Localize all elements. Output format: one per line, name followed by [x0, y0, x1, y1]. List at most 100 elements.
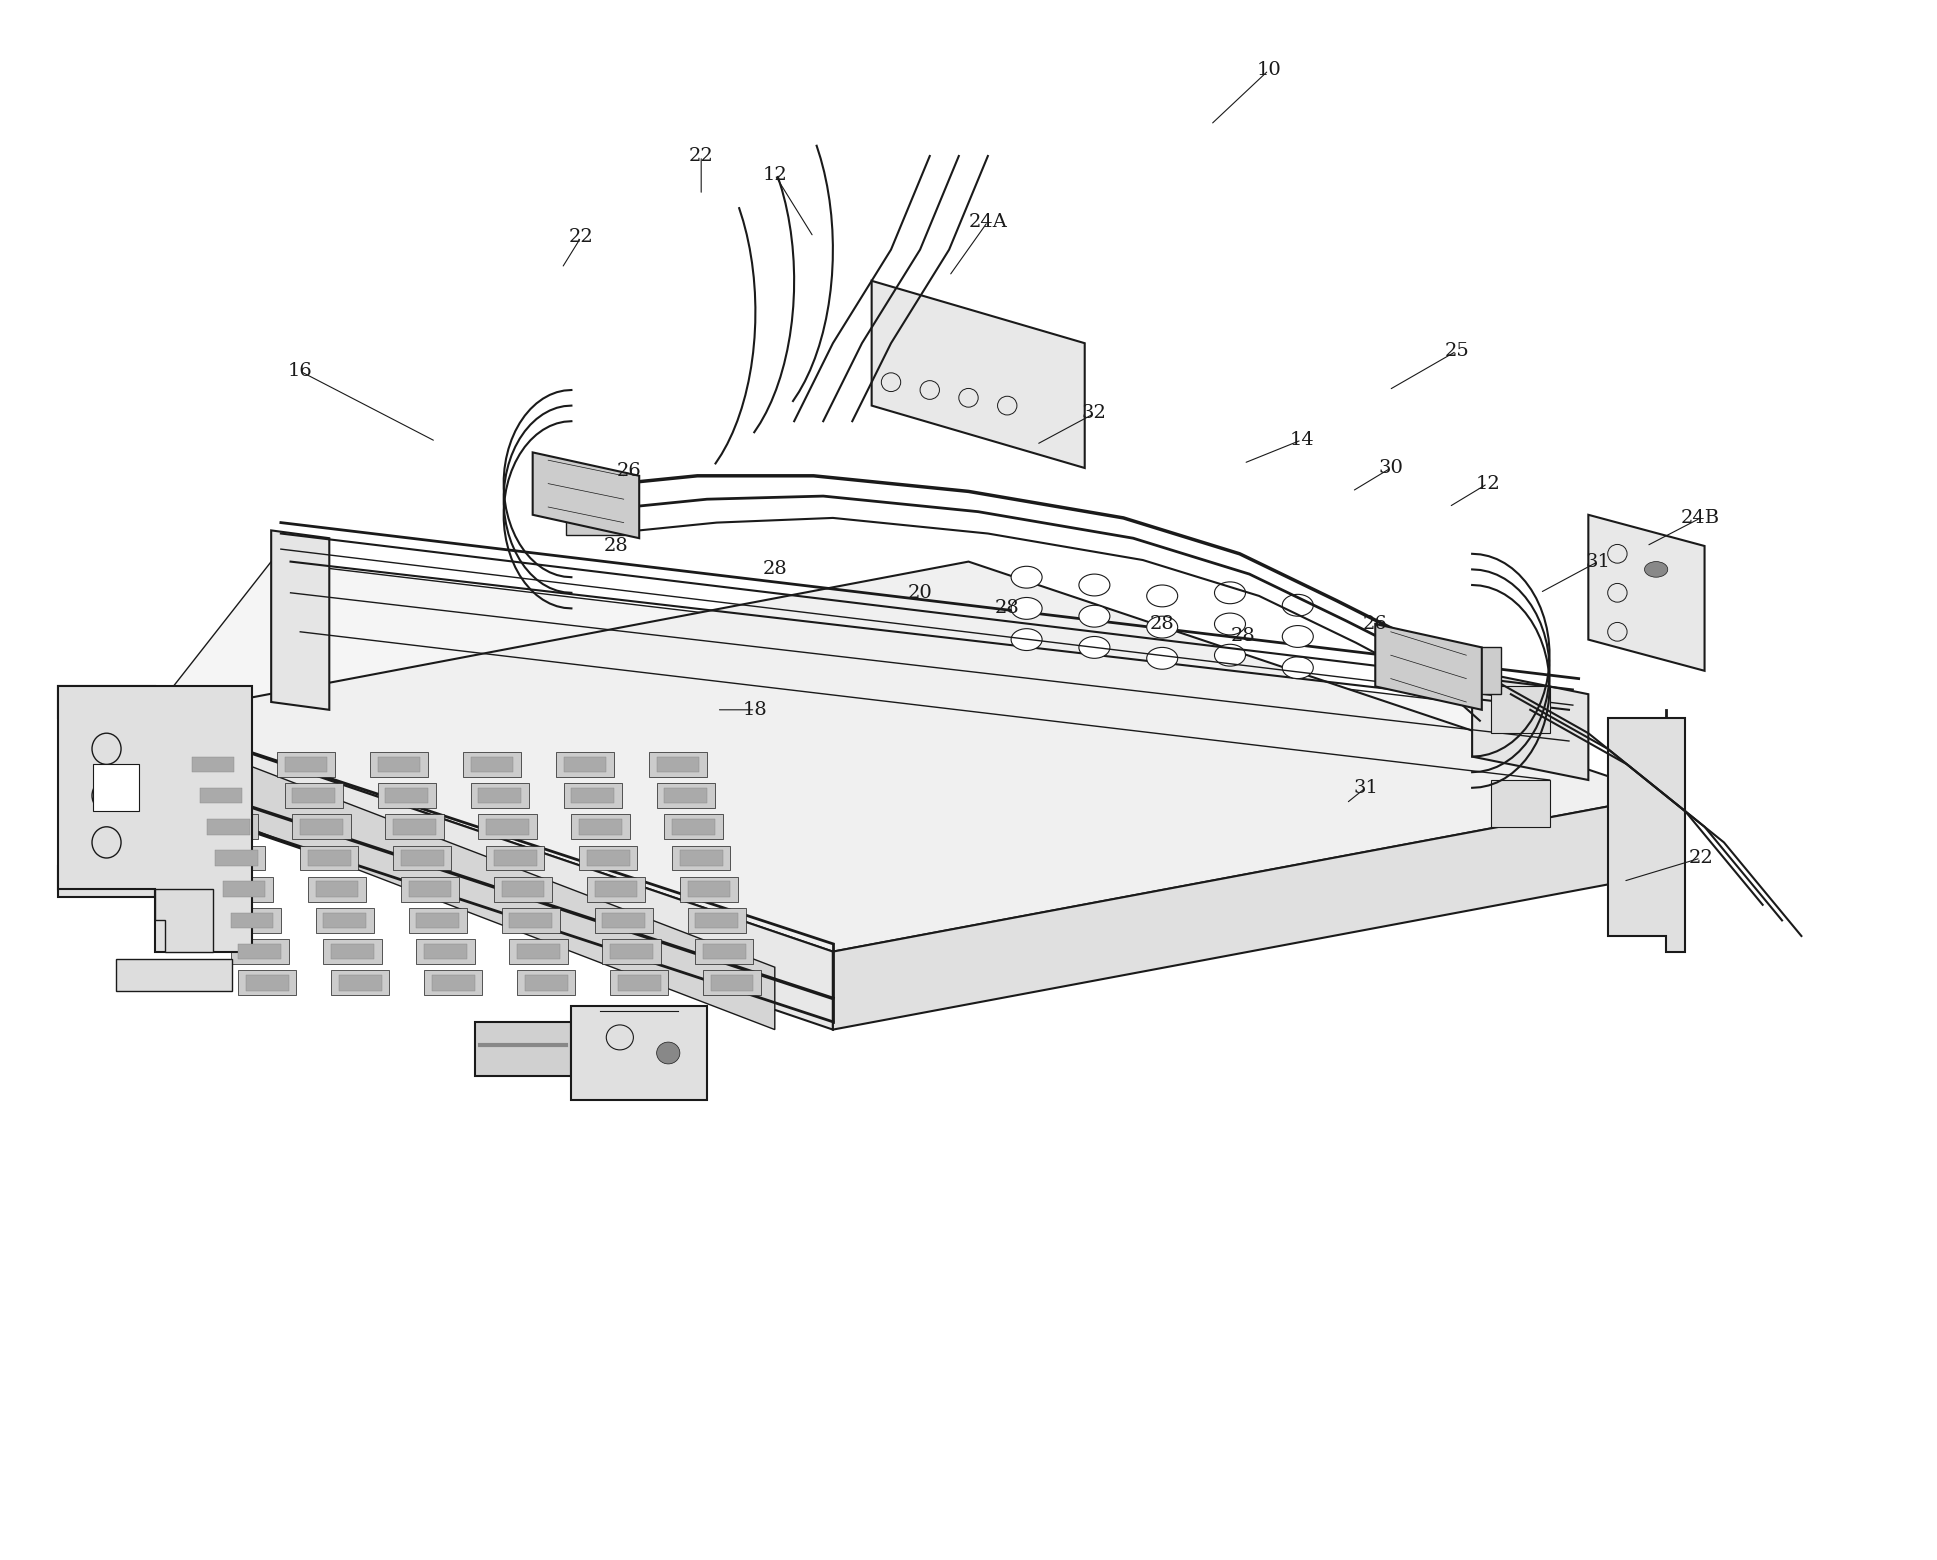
Polygon shape — [602, 939, 661, 964]
Polygon shape — [595, 908, 653, 933]
Polygon shape — [323, 913, 366, 928]
Polygon shape — [145, 718, 833, 1030]
Ellipse shape — [1214, 582, 1245, 604]
Polygon shape — [308, 850, 351, 866]
Polygon shape — [207, 846, 265, 870]
Text: 22: 22 — [1689, 849, 1712, 867]
Polygon shape — [672, 846, 730, 870]
Polygon shape — [416, 913, 459, 928]
Polygon shape — [1472, 671, 1588, 780]
Polygon shape — [323, 939, 382, 964]
Polygon shape — [385, 814, 444, 839]
Ellipse shape — [1282, 594, 1313, 616]
Text: 30: 30 — [1379, 459, 1402, 477]
Polygon shape — [571, 788, 614, 803]
Polygon shape — [688, 908, 746, 933]
Polygon shape — [331, 970, 389, 995]
Polygon shape — [1491, 686, 1550, 733]
Text: 31: 31 — [1354, 778, 1377, 797]
Polygon shape — [165, 733, 775, 1030]
Text: 26: 26 — [618, 462, 641, 480]
Ellipse shape — [1011, 597, 1042, 619]
Polygon shape — [215, 850, 258, 866]
Text: 26: 26 — [1364, 615, 1387, 633]
Polygon shape — [200, 814, 258, 839]
Text: 18: 18 — [744, 700, 767, 719]
Polygon shape — [246, 975, 289, 991]
Polygon shape — [486, 846, 544, 870]
Polygon shape — [300, 846, 358, 870]
Ellipse shape — [1147, 647, 1178, 669]
Text: 32: 32 — [1083, 404, 1106, 423]
Polygon shape — [618, 975, 661, 991]
Polygon shape — [231, 939, 289, 964]
Polygon shape — [238, 970, 296, 995]
Polygon shape — [393, 819, 436, 835]
Ellipse shape — [1214, 613, 1245, 635]
Polygon shape — [494, 850, 537, 866]
Text: 14: 14 — [1290, 431, 1313, 449]
Ellipse shape — [1011, 566, 1042, 588]
Polygon shape — [494, 877, 552, 902]
Polygon shape — [285, 783, 343, 808]
Polygon shape — [145, 562, 1666, 952]
Polygon shape — [432, 975, 475, 991]
Polygon shape — [1443, 647, 1501, 694]
Polygon shape — [308, 877, 366, 902]
Polygon shape — [533, 452, 639, 538]
Polygon shape — [525, 975, 568, 991]
Polygon shape — [872, 281, 1085, 468]
Polygon shape — [478, 814, 537, 839]
Polygon shape — [610, 944, 653, 959]
Polygon shape — [292, 788, 335, 803]
Polygon shape — [58, 686, 155, 718]
Text: 28: 28 — [1232, 627, 1255, 646]
Polygon shape — [595, 881, 637, 897]
Polygon shape — [657, 757, 699, 772]
Polygon shape — [556, 752, 614, 777]
Polygon shape — [401, 850, 444, 866]
Polygon shape — [401, 877, 459, 902]
Polygon shape — [471, 783, 529, 808]
Polygon shape — [649, 752, 707, 777]
Polygon shape — [231, 913, 273, 928]
Polygon shape — [1491, 780, 1550, 827]
Polygon shape — [192, 783, 250, 808]
Polygon shape — [1375, 624, 1482, 710]
Polygon shape — [475, 1022, 571, 1076]
Polygon shape — [385, 788, 428, 803]
Polygon shape — [672, 819, 715, 835]
Text: 25: 25 — [1445, 342, 1468, 360]
Text: 22: 22 — [569, 228, 593, 246]
Polygon shape — [416, 939, 475, 964]
Polygon shape — [1588, 515, 1705, 671]
Polygon shape — [155, 562, 1588, 796]
Text: 28: 28 — [996, 599, 1019, 618]
Polygon shape — [579, 846, 637, 870]
Polygon shape — [207, 819, 250, 835]
Polygon shape — [238, 944, 281, 959]
Polygon shape — [339, 975, 382, 991]
Polygon shape — [285, 757, 327, 772]
Ellipse shape — [1079, 605, 1110, 627]
Polygon shape — [587, 877, 645, 902]
Polygon shape — [703, 970, 761, 995]
Ellipse shape — [1282, 657, 1313, 679]
Polygon shape — [602, 913, 645, 928]
Polygon shape — [370, 752, 428, 777]
Polygon shape — [517, 970, 575, 995]
Polygon shape — [478, 788, 521, 803]
Polygon shape — [378, 783, 436, 808]
Polygon shape — [271, 530, 329, 710]
Polygon shape — [316, 908, 374, 933]
Polygon shape — [316, 881, 358, 897]
Polygon shape — [409, 908, 467, 933]
Polygon shape — [680, 850, 723, 866]
Polygon shape — [566, 488, 624, 535]
Polygon shape — [409, 881, 451, 897]
Ellipse shape — [657, 1042, 680, 1064]
Polygon shape — [564, 783, 622, 808]
Polygon shape — [664, 788, 707, 803]
Polygon shape — [486, 819, 529, 835]
Text: 12: 12 — [1476, 474, 1499, 493]
